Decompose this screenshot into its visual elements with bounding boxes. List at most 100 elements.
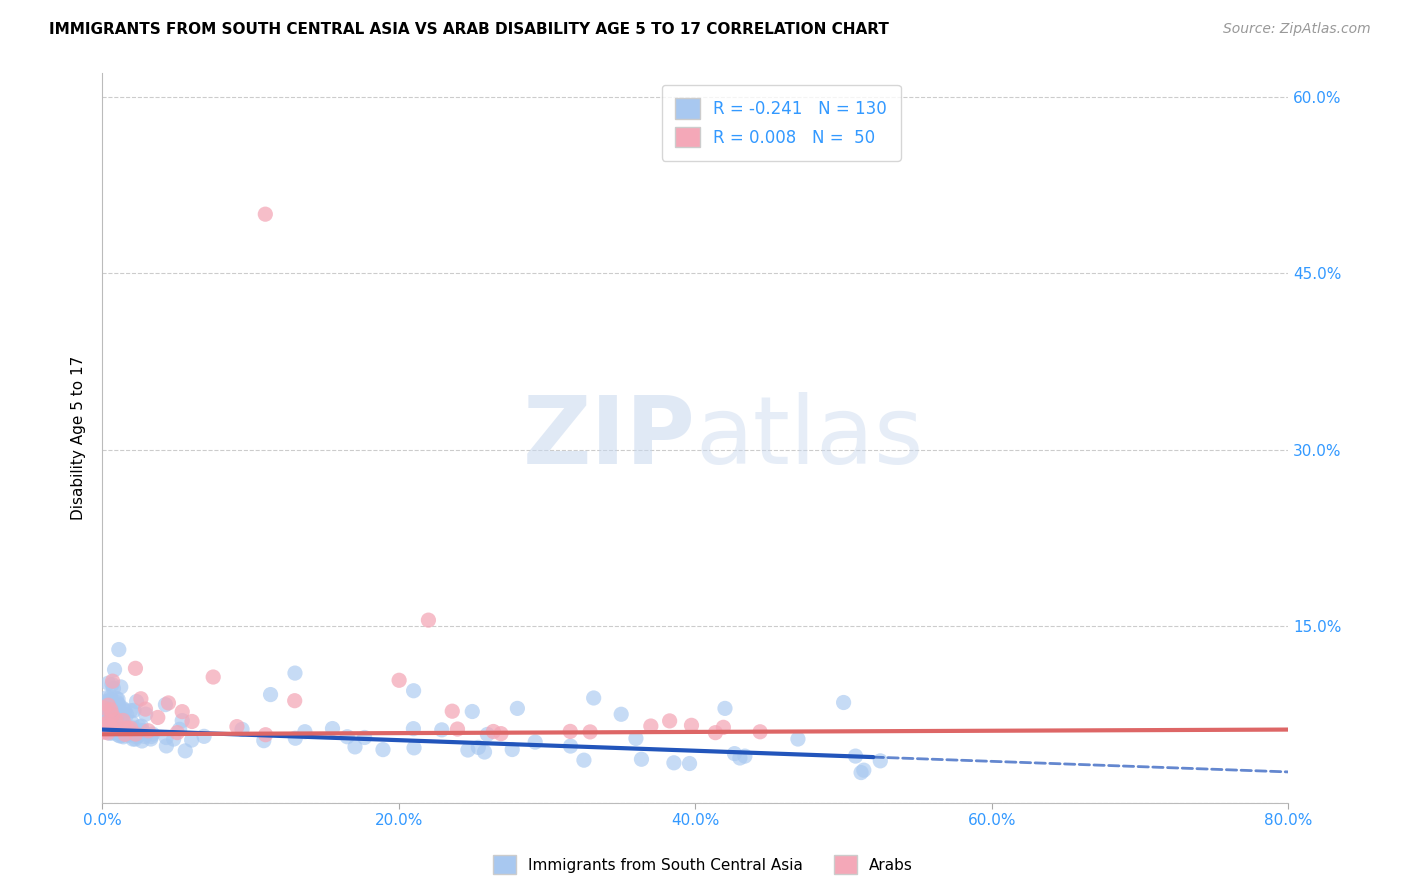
Point [100, 692, 122, 706]
Point [103, 681, 125, 696]
Point [226, 720, 249, 734]
Point [105, 696, 128, 710]
Point [108, 698, 131, 712]
Point [122, 732, 145, 747]
Point [93, 723, 115, 737]
Point [100, 703, 122, 717]
Point [441, 704, 464, 718]
Point [125, 730, 148, 744]
Point [93, 725, 115, 739]
Point [254, 207, 277, 221]
Text: Source: ZipAtlas.com: Source: ZipAtlas.com [1223, 22, 1371, 37]
Point [704, 725, 727, 739]
Point [560, 724, 582, 739]
Point [787, 732, 810, 747]
Point [402, 722, 425, 736]
Point [849, 765, 872, 780]
Point [489, 726, 512, 740]
Point [832, 696, 855, 710]
Point [93, 717, 115, 731]
Point [457, 743, 479, 757]
Point [658, 714, 681, 728]
Point [501, 742, 523, 756]
Point [418, 613, 440, 627]
Point [112, 714, 135, 728]
Point [284, 666, 307, 681]
Point [506, 701, 529, 715]
Point [103, 663, 125, 677]
Point [180, 733, 202, 747]
Point [402, 740, 425, 755]
Point [155, 698, 177, 712]
Point [681, 718, 703, 732]
Point [579, 725, 602, 739]
Point [97, 714, 120, 729]
Point [662, 756, 685, 770]
Point [624, 731, 647, 746]
Point [193, 729, 215, 743]
Point [728, 751, 751, 765]
Point [711, 720, 734, 734]
Point [105, 691, 128, 706]
Point [121, 721, 143, 735]
Point [640, 719, 662, 733]
Point [110, 727, 132, 741]
Text: IMMIGRANTS FROM SOUTH CENTRAL ASIA VS ARAB DISABILITY AGE 5 TO 17 CORRELATION CH: IMMIGRANTS FROM SOUTH CENTRAL ASIA VS AR… [49, 22, 889, 37]
Point [388, 673, 411, 688]
Point [155, 731, 177, 745]
Y-axis label: Disability Age 5 to 17: Disability Age 5 to 17 [72, 356, 86, 520]
Point [111, 701, 134, 715]
Point [560, 739, 582, 753]
Point [169, 723, 191, 737]
Point [284, 731, 307, 746]
Point [114, 703, 136, 717]
Point [343, 739, 366, 754]
Point [402, 683, 425, 698]
Point [477, 727, 499, 741]
Point [430, 723, 453, 737]
Point [136, 723, 159, 738]
Point [100, 701, 122, 715]
Point [105, 712, 128, 726]
Point [131, 723, 153, 738]
Point [108, 729, 131, 743]
Point [172, 714, 194, 728]
Point [166, 725, 188, 739]
Point [467, 740, 489, 755]
Point [124, 661, 146, 675]
Point [108, 710, 131, 724]
Point [115, 707, 138, 722]
Point [97, 726, 120, 740]
Point [129, 719, 152, 733]
Point [852, 763, 875, 777]
Point [202, 670, 225, 684]
Point [96, 690, 118, 705]
Point [139, 731, 162, 746]
Legend: R = -0.241   N = 130, R = 0.008   N =  50: R = -0.241 N = 130, R = 0.008 N = 50 [662, 85, 900, 161]
Text: atlas: atlas [696, 392, 924, 483]
Point [93, 709, 115, 723]
Point [93, 724, 115, 739]
Point [254, 728, 277, 742]
Point [98, 719, 121, 733]
Point [122, 703, 145, 717]
Point [100, 721, 122, 735]
Point [155, 739, 177, 753]
Point [749, 724, 772, 739]
Point [134, 702, 156, 716]
Point [678, 756, 700, 771]
Point [284, 694, 307, 708]
Point [97, 676, 120, 690]
Point [115, 728, 138, 742]
Point [610, 707, 633, 722]
Point [128, 720, 150, 734]
Point [146, 710, 169, 724]
Point [107, 723, 129, 738]
Point [714, 701, 737, 715]
Point [869, 754, 891, 768]
Point [127, 723, 149, 738]
Point [723, 747, 745, 761]
Point [101, 677, 124, 691]
Point [181, 714, 204, 729]
Point [844, 749, 866, 764]
